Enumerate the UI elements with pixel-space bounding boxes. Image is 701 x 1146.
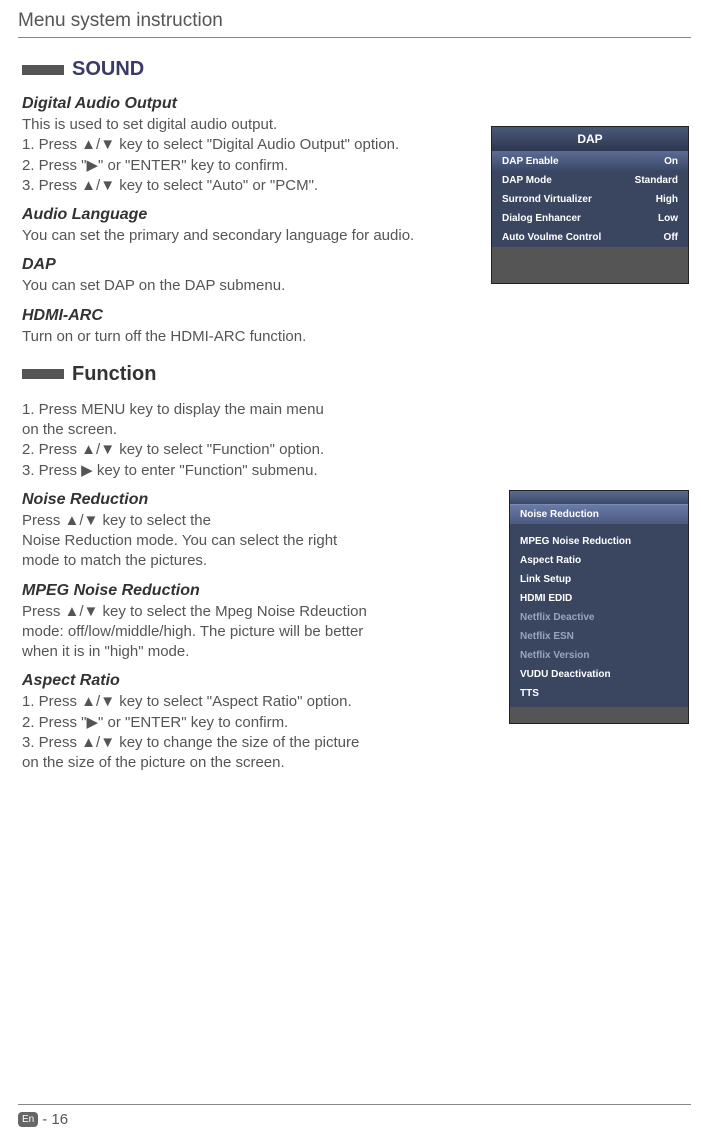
function-heading: Function [72,363,156,386]
content-area: SOUND Digital Audio Output This is used … [0,38,701,773]
func-i1: 1. Press MENU key to display the main me… [22,400,691,420]
function-menu-row[interactable]: Noise Reduction [510,505,688,524]
dap-row-value: Off [664,232,678,243]
dap-menu-title: DAP [492,127,688,152]
dap-row-label: DAP Mode [502,175,552,186]
function-menu-row[interactable]: HDMI EDID [510,589,688,608]
function-menu-row[interactable]: Netflix Deactive [510,608,688,627]
hdmi-arc-block: HDMI-ARC Turn on or turn off the HDMI-AR… [22,307,691,347]
dap-menu-row[interactable]: Dialog Enhancer Low [492,209,688,228]
lang-badge: En [18,1112,38,1127]
dap-row-value: Standard [635,175,678,186]
heading-bar [22,65,64,75]
function-menu-row[interactable]: TTS [510,684,688,703]
sound-heading: SOUND [72,58,144,81]
function-menu-header [510,491,688,505]
function-intro: 1. Press MENU key to display the main me… [22,400,691,481]
dap-row-label: DAP Enable [502,156,559,167]
sound-heading-row: SOUND [22,58,691,81]
func-i2: 2. Press ▲/▼ key to select "Function" op… [22,440,691,460]
aspect-l4: on the size of the picture on the screen… [22,753,691,773]
function-menu-row[interactable]: Aspect Ratio [510,551,688,570]
function-menu-row[interactable]: VUDU Deactivation [510,665,688,684]
dap-row-label: Auto Voulme Control [502,232,601,243]
dap-menu-row[interactable]: Surrond Virtualizer High [492,190,688,209]
dap-row-label: Dialog Enhancer [502,213,581,224]
function-menu-row[interactable]: Netflix Version [510,646,688,665]
page-num-text: - 16 [42,1111,68,1128]
function-heading-row: Function [22,363,691,386]
page-title: Menu system instruction [0,0,701,37]
func-i3: 3. Press ▶ key to enter "Function" subme… [22,461,691,481]
function-menu-row[interactable]: Netflix ESN [510,627,688,646]
digital-audio-title: Digital Audio Output [22,95,691,113]
spacer [510,524,688,532]
dap-row-label: Surrond Virtualizer [502,194,592,205]
dap-menu-row[interactable]: DAP Mode Standard [492,171,688,190]
dap-menu: DAP DAP Enable On DAP Mode Standard Surrond … [491,126,689,284]
function-menu-row[interactable]: MPEG Noise Reduction [510,532,688,551]
page-footer: En - 16 [0,1104,701,1128]
rule-bottom [18,1104,691,1105]
dap-row-value: On [664,156,678,167]
function-menu-row[interactable]: Link Setup [510,570,688,589]
dap-menu-footer [492,247,688,283]
hdmi-arc-title: HDMI-ARC [22,307,691,325]
aspect-l3: 3. Press ▲/▼ key to change the size of t… [22,733,691,753]
dap-menu-row[interactable]: Auto Voulme Control Off [492,228,688,247]
func-i1b: on the screen. [22,420,691,440]
dap-menu-row[interactable]: DAP Enable On [492,152,688,171]
function-menu: Noise Reduction MPEG Noise ReductionAspec… [509,490,689,724]
page-number: En - 16 [0,1111,701,1128]
heading-bar-2 [22,369,64,379]
hdmi-arc-l1: Turn on or turn off the HDMI-ARC functio… [22,327,691,347]
dap-row-value: High [656,194,678,205]
dap-row-value: Low [658,213,678,224]
function-menu-footer [510,707,688,723]
